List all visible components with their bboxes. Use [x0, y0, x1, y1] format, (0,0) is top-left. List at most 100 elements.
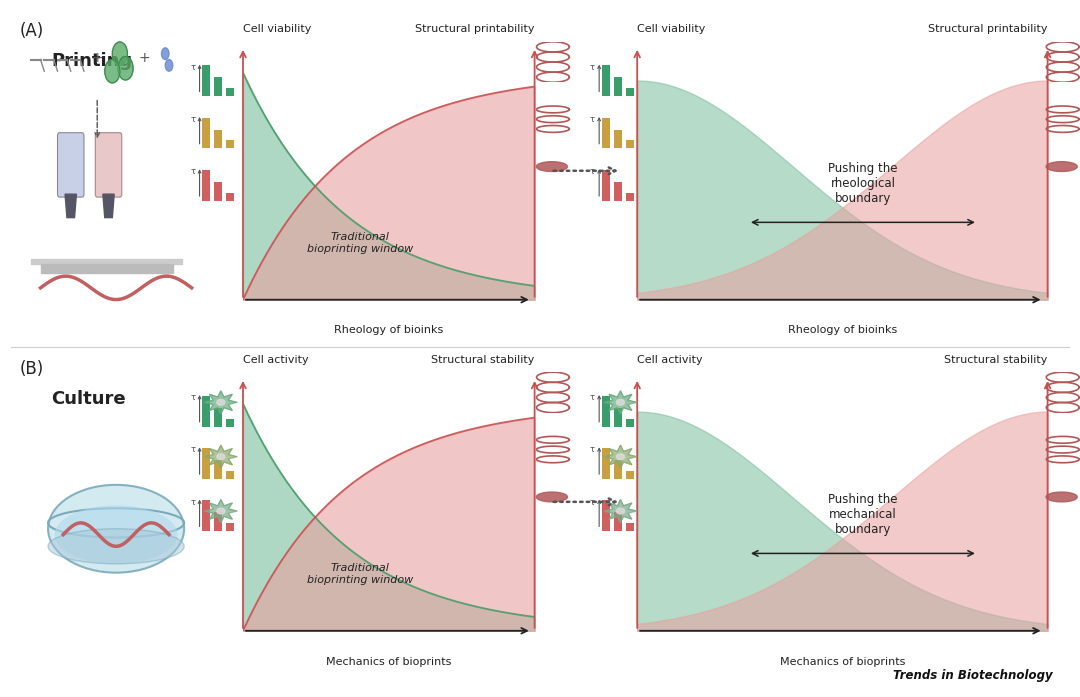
- Bar: [202, 170, 210, 201]
- Bar: [227, 419, 234, 427]
- Bar: [214, 460, 222, 479]
- Polygon shape: [605, 391, 637, 414]
- Bar: [602, 118, 610, 148]
- Text: Cell viability: Cell viability: [243, 24, 311, 34]
- Text: τ: τ: [590, 167, 595, 176]
- Bar: [214, 408, 222, 427]
- Bar: [227, 89, 234, 96]
- Polygon shape: [205, 391, 237, 414]
- Polygon shape: [617, 454, 624, 459]
- Bar: [202, 500, 210, 531]
- Text: τ: τ: [190, 393, 195, 402]
- Bar: [602, 66, 610, 96]
- Bar: [626, 471, 634, 479]
- Polygon shape: [217, 454, 225, 459]
- Text: Structural printability: Structural printability: [928, 24, 1048, 34]
- Polygon shape: [205, 500, 237, 523]
- Text: τ: τ: [190, 498, 195, 507]
- Bar: [613, 512, 622, 531]
- Polygon shape: [537, 162, 567, 171]
- Text: Traditional
bioprinting window: Traditional bioprinting window: [307, 563, 413, 585]
- Bar: [613, 460, 622, 479]
- Bar: [202, 118, 210, 148]
- Bar: [602, 448, 610, 479]
- Text: τ: τ: [190, 115, 195, 124]
- Polygon shape: [1047, 492, 1077, 502]
- Text: Cell activity: Cell activity: [637, 355, 703, 365]
- Text: +: +: [92, 52, 103, 66]
- Text: τ: τ: [190, 445, 195, 454]
- Text: Traditional
bioprinting window: Traditional bioprinting window: [307, 232, 413, 254]
- Bar: [214, 130, 222, 148]
- Text: τ: τ: [190, 167, 195, 176]
- Polygon shape: [1047, 162, 1077, 171]
- Bar: [214, 512, 222, 531]
- FancyBboxPatch shape: [57, 132, 84, 197]
- Polygon shape: [103, 194, 114, 217]
- Text: Mechanics of bioprints: Mechanics of bioprints: [780, 657, 905, 666]
- Text: Printing: Printing: [51, 52, 132, 70]
- Text: τ: τ: [590, 115, 595, 124]
- Bar: [613, 182, 622, 201]
- Text: Structural printability: Structural printability: [415, 24, 535, 34]
- Text: Cell viability: Cell viability: [637, 24, 705, 34]
- Bar: [626, 141, 634, 148]
- Bar: [214, 182, 222, 201]
- Bar: [202, 396, 210, 427]
- Bar: [227, 523, 234, 531]
- Text: Mechanics of bioprints: Mechanics of bioprints: [326, 657, 451, 666]
- Ellipse shape: [55, 505, 177, 564]
- Text: Pushing the
rheological
boundary: Pushing the rheological boundary: [828, 162, 897, 205]
- Text: τ: τ: [590, 393, 595, 402]
- Polygon shape: [617, 508, 624, 514]
- Text: τ: τ: [190, 63, 195, 72]
- Bar: [626, 89, 634, 96]
- Text: Cell activity: Cell activity: [243, 355, 309, 365]
- Bar: [214, 77, 222, 96]
- Bar: [613, 408, 622, 427]
- Bar: [227, 193, 234, 201]
- FancyBboxPatch shape: [95, 132, 122, 197]
- Bar: [202, 448, 210, 479]
- Text: Trends in Biotechnology: Trends in Biotechnology: [893, 668, 1053, 682]
- Polygon shape: [41, 264, 173, 273]
- Polygon shape: [65, 194, 77, 217]
- Circle shape: [105, 59, 120, 83]
- Ellipse shape: [49, 485, 184, 573]
- Polygon shape: [617, 399, 624, 405]
- Bar: [227, 471, 234, 479]
- Text: τ: τ: [590, 498, 595, 507]
- Text: Rheology of bioinks: Rheology of bioinks: [787, 325, 897, 335]
- Bar: [602, 500, 610, 531]
- Polygon shape: [605, 500, 637, 523]
- Bar: [613, 77, 622, 96]
- Polygon shape: [605, 445, 637, 468]
- Circle shape: [165, 59, 173, 71]
- Bar: [227, 141, 234, 148]
- Ellipse shape: [49, 529, 184, 564]
- Circle shape: [162, 48, 168, 59]
- Bar: [602, 170, 610, 201]
- Polygon shape: [217, 399, 225, 405]
- Text: τ: τ: [590, 445, 595, 454]
- Text: Culture: Culture: [51, 390, 125, 408]
- Circle shape: [118, 56, 133, 80]
- Circle shape: [112, 42, 127, 66]
- Bar: [602, 396, 610, 427]
- Text: Rheology of bioinks: Rheology of bioinks: [334, 325, 444, 335]
- Text: +: +: [138, 52, 150, 66]
- Polygon shape: [205, 445, 237, 468]
- Text: τ: τ: [590, 63, 595, 72]
- Bar: [613, 130, 622, 148]
- Bar: [626, 419, 634, 427]
- Text: (B): (B): [19, 360, 43, 378]
- Polygon shape: [31, 259, 183, 264]
- Bar: [626, 193, 634, 201]
- Bar: [626, 523, 634, 531]
- Text: Pushing the
mechanical
boundary: Pushing the mechanical boundary: [828, 493, 897, 536]
- Text: Structural stability: Structural stability: [944, 355, 1048, 365]
- Polygon shape: [537, 492, 567, 502]
- Bar: [202, 66, 210, 96]
- Text: Structural stability: Structural stability: [431, 355, 535, 365]
- Text: (A): (A): [19, 22, 43, 40]
